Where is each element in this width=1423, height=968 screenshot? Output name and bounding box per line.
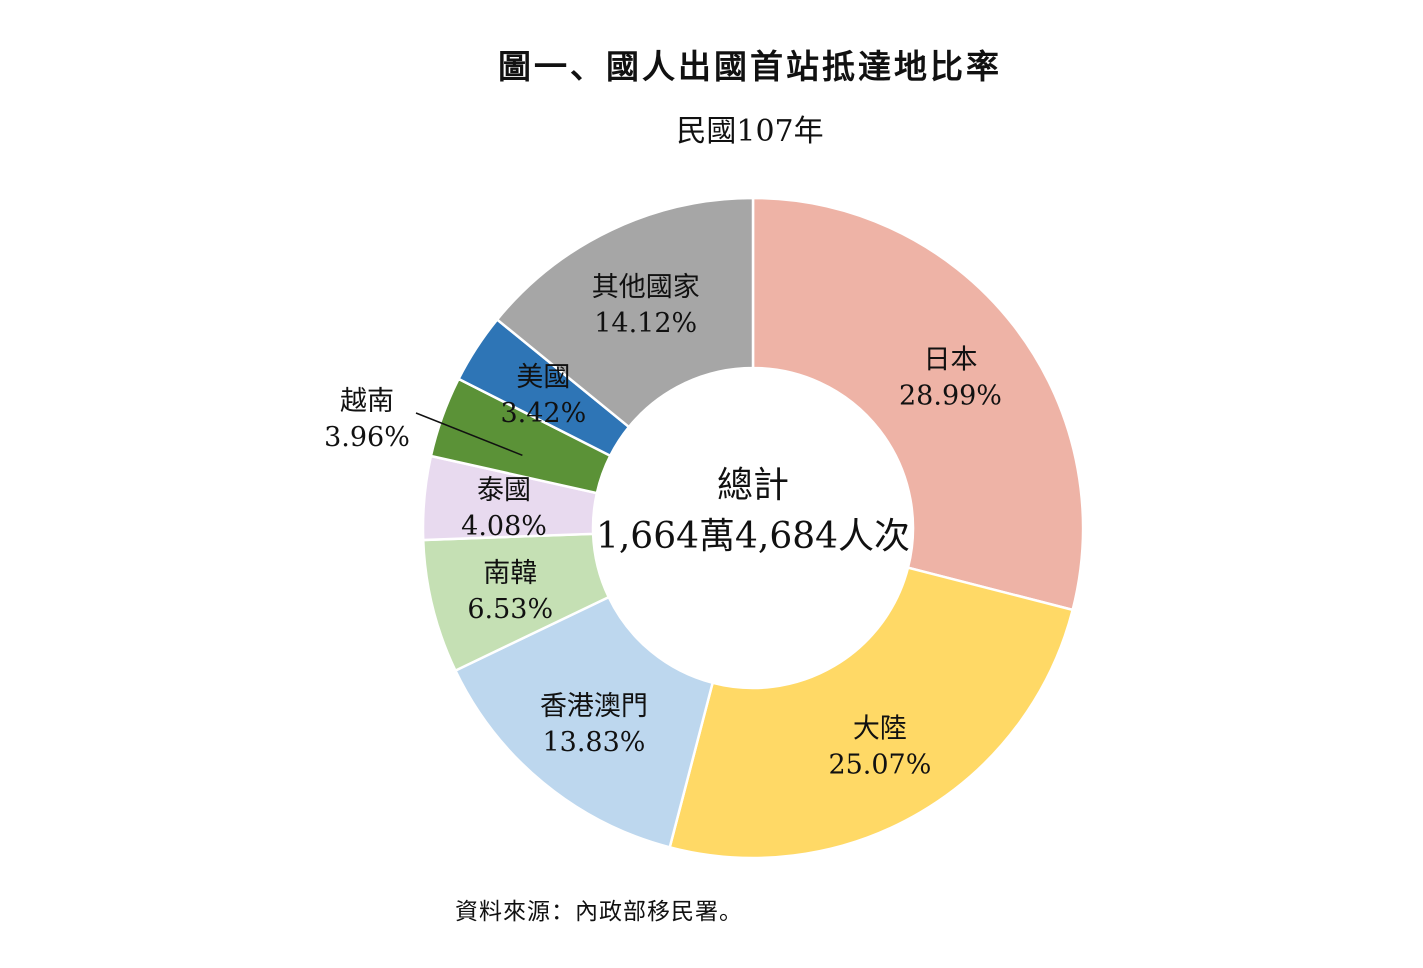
slice-value-0: 28.99% bbox=[899, 381, 1002, 412]
slice-label-1: 大陸 bbox=[853, 713, 907, 744]
slice-7 bbox=[495, 196, 755, 429]
slice-value-2: 13.83% bbox=[542, 727, 645, 758]
slice-value-3: 6.53% bbox=[467, 594, 553, 625]
slice-label-5: 越南 bbox=[340, 386, 394, 417]
slice-value-7: 14.12% bbox=[594, 308, 697, 339]
slice-label-2: 香港澳門 bbox=[540, 691, 648, 722]
chart-title: 圖一、國人出國首站抵達地比率 bbox=[498, 47, 1002, 86]
slice-value-6: 3.42% bbox=[500, 398, 586, 429]
slice-0 bbox=[751, 196, 1085, 612]
slice-value-4: 4.08% bbox=[461, 511, 547, 542]
donut-slices bbox=[421, 196, 1085, 860]
slice-value-5: 3.96% bbox=[324, 422, 410, 453]
slice-labels: 日本 28.99% 大陸 25.07% 香港澳門 13.83% 南韓 6.53% 泰國 4.08%… bbox=[324, 272, 1002, 780]
source-note: 資料來源：內政部移民署。 bbox=[455, 899, 743, 925]
slice-1 bbox=[668, 566, 1075, 860]
chart-subtitle: 民國107年 bbox=[676, 114, 824, 149]
slice-label-0: 日本 bbox=[923, 345, 977, 376]
slice-label-6: 美國 bbox=[516, 362, 570, 393]
center-label-title: 總計 bbox=[717, 465, 789, 506]
center-label-total: 1,664萬4,684人次 bbox=[596, 516, 910, 557]
slice-label-7: 其他國家 bbox=[592, 272, 700, 303]
slice-value-1: 25.07% bbox=[828, 749, 931, 780]
slice-label-3: 南韓 bbox=[483, 558, 537, 589]
vietnam-leader-line bbox=[415, 412, 523, 456]
slice-2 bbox=[453, 595, 715, 849]
slice-label-4: 泰國 bbox=[477, 475, 531, 506]
